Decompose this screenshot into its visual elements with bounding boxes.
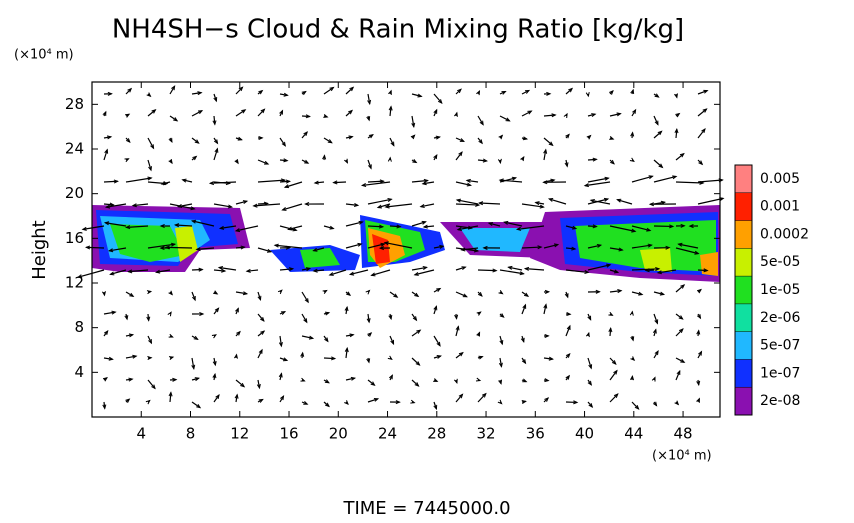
wind-arrow [126, 178, 151, 182]
colorbar-swatch [735, 193, 752, 221]
x-unit: (×10⁴ m) [652, 449, 712, 464]
wind-arrow-head [388, 356, 392, 359]
wind-arrow [632, 176, 653, 182]
wind-arrow [698, 129, 705, 138]
wind-arrow-head [454, 379, 457, 383]
x-tick-label: 8 [186, 425, 196, 443]
x-tick-label: 48 [674, 425, 693, 443]
colorbar-swatch [735, 332, 752, 360]
wind-arrow-head [476, 378, 480, 381]
wind-arrow [585, 182, 610, 186]
wind-arrow-head [146, 401, 150, 405]
wind-arrow [324, 87, 333, 94]
colorbar-label: 1e-07 [760, 365, 800, 381]
y-tick-label: 20 [65, 184, 84, 202]
cloud-field [92, 205, 720, 282]
colorbar-swatch [735, 304, 752, 332]
chart-title: NH4SH−s Cloud & Rain Mixing Ratio [kg/kg… [112, 15, 684, 45]
wind-arrow-head [652, 378, 655, 382]
colorbar-label: 0.0002 [760, 226, 809, 242]
x-tick-label: 28 [427, 425, 446, 443]
colorbar-label: 1e-05 [760, 282, 800, 298]
wind-arrow [479, 203, 500, 204]
wind-arrow-head [388, 91, 391, 95]
wind-arrow [86, 247, 104, 248]
wind-arrow-head [212, 335, 216, 338]
wind-arrow [148, 138, 154, 148]
wind-arrow-head [697, 399, 700, 403]
wind-arrow [478, 394, 486, 402]
wind-arrow [478, 270, 496, 271]
y-tick-label: 12 [65, 274, 84, 292]
wind-arrow-head [433, 378, 437, 381]
wind-arrow [698, 180, 723, 182]
wind-arrow [302, 292, 308, 302]
x-tick-label: 4 [136, 425, 146, 443]
y-tick-label: 24 [65, 140, 84, 158]
wind-arrow-head [454, 113, 457, 117]
colorbar-swatch [735, 221, 752, 249]
colorbar-swatch [735, 359, 752, 387]
wind-arrow [362, 182, 390, 185]
colorbar-swatch [735, 248, 752, 276]
wind-arrow-head [168, 312, 171, 316]
wind-arrow-head [609, 136, 613, 139]
colorbar-label: 5e-07 [760, 338, 800, 354]
wind-arrow [610, 371, 617, 380]
y-axis-label: Height [29, 220, 50, 280]
colorbar-label: 0.005 [760, 171, 800, 187]
wind-arrow [236, 110, 245, 116]
wind-arrow [368, 199, 391, 204]
colorbar-swatch [735, 276, 752, 304]
footer-time: TIME = 7445000.0 [342, 498, 510, 519]
wind-arrow-head [630, 158, 634, 161]
colorbar-swatch [735, 165, 752, 193]
y-unit: (×10⁴ m) [14, 48, 74, 63]
wind-arrow [500, 270, 524, 274]
y-tick-label: 4 [74, 363, 84, 381]
wind-arrow-head [366, 291, 370, 295]
colorbar-label: 0.001 [760, 199, 800, 215]
wind-arrow-head [169, 334, 173, 337]
x-tick-label: 24 [378, 425, 397, 443]
x-tick-label: 20 [329, 425, 348, 443]
wind-arrow-head [323, 114, 327, 117]
wind-arrow [434, 94, 442, 103]
y-tick-label: 16 [65, 229, 84, 247]
wind-arrow [610, 394, 618, 402]
x-tick-label: 40 [575, 425, 594, 443]
y-tick-label: 28 [65, 95, 84, 113]
wind-arrow-head [278, 290, 282, 294]
wind-arrow [654, 176, 676, 182]
x-tick-label: 36 [526, 425, 545, 443]
x-tick-label: 16 [279, 425, 298, 443]
wind-arrow-head [169, 357, 173, 360]
y-tick-label: 8 [74, 318, 84, 336]
wind-arrow [192, 111, 202, 116]
colorbar-swatch [735, 387, 752, 415]
wind-arrow [166, 247, 192, 248]
colorbar-label: 5e-05 [760, 254, 800, 270]
wind-arrow-head [300, 378, 304, 381]
wind-arrow-head [564, 114, 567, 118]
wind-arrow-head [498, 400, 502, 404]
wind-arrow-head [410, 400, 414, 403]
x-tick-label: 32 [476, 425, 495, 443]
wind-arrow [434, 336, 440, 346]
colorbar-label: 2e-06 [760, 310, 800, 326]
wind-arrow-head [586, 333, 589, 337]
x-tick-label: 12 [230, 425, 249, 443]
wind-arrow [283, 204, 302, 210]
wind-arrow [456, 204, 479, 205]
x-tick-label: 44 [624, 425, 643, 443]
colorbar-label: 2e-08 [760, 393, 800, 409]
